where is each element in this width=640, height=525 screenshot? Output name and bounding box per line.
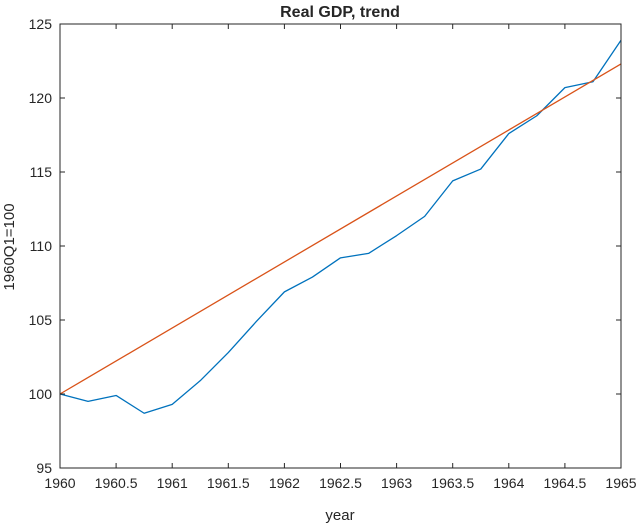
axes-layer: 1960 1960.5 1961 1961.5 1962 1962.5 1963 1963.5…: [29, 16, 637, 491]
y-tick-label: 95: [36, 460, 52, 476]
x-tick-label: 1965: [605, 475, 636, 491]
x-tick-label: 1964.5: [543, 475, 586, 491]
x-tick-label: 1963.5: [431, 475, 474, 491]
y-tick-label: 105: [29, 312, 53, 328]
x-axis-label: year: [325, 507, 354, 524]
y-tick-label: 125: [29, 16, 53, 32]
y-axis-label: 1960Q1=100: [1, 203, 18, 290]
x-tick-label: 1964: [493, 475, 524, 491]
x-tick-label: 1961.5: [207, 475, 250, 491]
gdp-series-line: [59, 39, 622, 414]
y-tick-label: 110: [30, 238, 53, 254]
x-tick-label: 1961: [157, 475, 188, 491]
x-tick-label: 1962.5: [319, 475, 362, 491]
y-tick-label: 120: [29, 90, 53, 106]
x-tick-label: 1963: [381, 475, 412, 491]
y-tick-label: 100: [29, 386, 53, 402]
x-tick-label: 1962: [269, 475, 300, 491]
chart-title: Real GDP, trend: [280, 4, 400, 21]
x-tick-label: 1960.5: [95, 475, 138, 491]
plot-background: [60, 24, 621, 468]
trend-series-line: [59, 63, 622, 395]
x-tick-label: 1960: [44, 475, 75, 491]
plot-area: [60, 24, 621, 468]
series-layer: [59, 39, 622, 414]
y-tick-label: 115: [30, 164, 53, 180]
